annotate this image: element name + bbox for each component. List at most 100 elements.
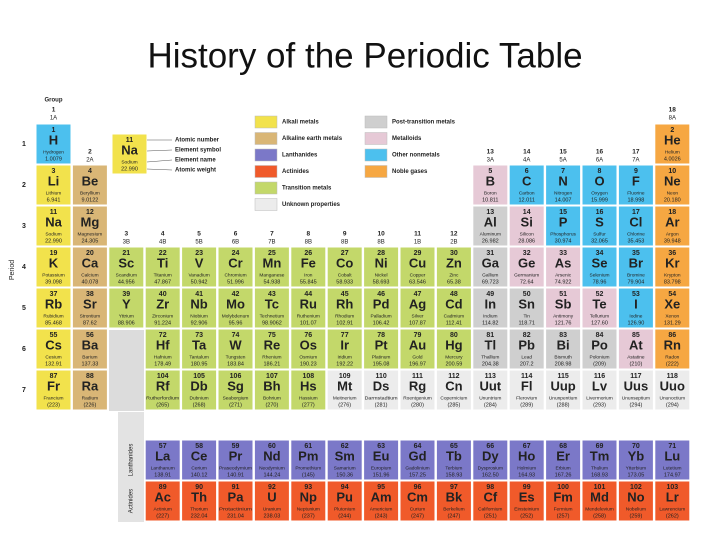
atomic-weight: (281) [375, 402, 388, 408]
atomic-weight: (271) [229, 402, 242, 408]
element-name: Magnesium [78, 231, 103, 237]
element-symbol: Ir [340, 337, 349, 352]
element-cell [108, 246, 145, 288]
element-cell [326, 480, 363, 522]
element-cell [508, 480, 545, 522]
element-symbol: Uut [479, 378, 501, 393]
atomic-weight: 39.948 [664, 238, 681, 244]
group-subtitle: 8B [341, 240, 348, 246]
period-label: Period [9, 260, 16, 280]
element-symbol: Te [592, 296, 606, 311]
element-name: Helium [665, 149, 680, 155]
element-cell [290, 246, 327, 288]
group-subtitle: 8B [377, 240, 384, 246]
element-symbol: Rh [336, 296, 353, 311]
atomic-number: 37 [50, 291, 58, 298]
atomic-number: 77 [341, 332, 349, 339]
element-cell [581, 287, 618, 329]
element-symbol: Al [484, 214, 497, 229]
element-name: Gold [412, 354, 422, 360]
element-symbol: He [664, 132, 681, 147]
element-cell [144, 480, 181, 522]
element-cell [363, 328, 400, 370]
group-subtitle: 6A [596, 158, 603, 164]
atomic-weight: 208.98 [555, 361, 572, 367]
element-name: Tin [523, 313, 530, 319]
atomic-weight: 173.05 [627, 472, 644, 478]
element-symbol: Lv [592, 378, 608, 393]
element-name: Molybdenum [222, 313, 249, 319]
atomic-number: 44 [304, 291, 312, 298]
element-cell [581, 164, 618, 206]
atomic-number: 102 [630, 484, 642, 491]
element-cell [326, 287, 363, 329]
element-name: Tantalum [189, 354, 208, 360]
element-cell [181, 369, 218, 411]
element-name: Flerovium [516, 395, 537, 401]
atomic-weight: 150.36 [336, 472, 353, 478]
atomic-number: 3 [52, 168, 56, 175]
element-symbol: Pb [518, 337, 535, 352]
element-name: Polonium [590, 354, 610, 360]
element-cell [654, 328, 691, 370]
element-name: Fermium [554, 506, 573, 512]
atomic-weight: 4.0026 [664, 156, 681, 162]
atomic-weight: 107.87 [409, 320, 426, 326]
element-symbol: Tl [485, 337, 497, 352]
atomic-weight: (270) [265, 402, 278, 408]
atomic-number: 86 [668, 332, 676, 339]
element-cell [545, 480, 582, 522]
element-symbol: Ac [154, 489, 171, 504]
atomic-weight: 192.22 [336, 361, 353, 367]
element-name: Titanium [154, 272, 172, 278]
element-cell [435, 439, 472, 481]
atomic-weight: 164.93 [518, 472, 535, 478]
element-symbol: Tm [590, 448, 610, 463]
atomic-weight: (277) [302, 402, 315, 408]
element-name: Lithium [46, 190, 61, 196]
element-name: Iodine [629, 313, 642, 319]
atomic-weight: 6.941 [47, 197, 61, 203]
element-cell [71, 205, 108, 247]
element-name: Europium [371, 465, 392, 471]
element-cell [35, 164, 72, 206]
group-number: 7 [270, 231, 274, 238]
element-symbol: Re [264, 337, 281, 352]
element-symbol: Rb [45, 296, 62, 311]
atomic-number: 84 [596, 332, 604, 339]
atomic-weight: 138.91 [154, 472, 171, 478]
atomic-number: 111 [412, 373, 423, 380]
element-symbol: Cm [407, 489, 428, 504]
atomic-number: 36 [668, 250, 676, 257]
atomic-number: 104 [157, 373, 169, 380]
element-name: Bromine [627, 272, 645, 278]
atomic-number: 93 [304, 484, 312, 491]
element-name: Carbon [519, 190, 535, 196]
element-cell [472, 480, 509, 522]
atomic-weight: 87.62 [83, 320, 97, 326]
element-symbol: Th [191, 489, 207, 504]
element-name: Fluorine [627, 190, 645, 196]
legend-swatch [254, 132, 278, 145]
atomic-weight: 18.998 [627, 197, 644, 203]
atomic-number: 103 [666, 484, 678, 491]
atomic-weight: (222) [666, 361, 679, 367]
element-symbol: Pa [228, 489, 245, 504]
atomic-weight: 26.982 [482, 238, 499, 244]
atomic-weight: 15.999 [591, 197, 608, 203]
atomic-weight: (145) [302, 472, 315, 478]
atomic-number: 65 [450, 443, 458, 450]
element-cell [326, 328, 363, 370]
atomic-number: 27 [341, 250, 349, 257]
element-symbol: Pm [298, 448, 318, 463]
group-subtitle: 8A [669, 116, 676, 122]
atomic-weight: 24.305 [81, 238, 98, 244]
slide-title: History of the Periodic Table [147, 36, 582, 75]
element-symbol: Na [121, 142, 138, 157]
atomic-number: 95 [377, 484, 385, 491]
atomic-number: 70 [632, 443, 640, 450]
atomic-weight: (280) [411, 402, 424, 408]
element-name: Ununseptium [622, 395, 650, 401]
element-name: Cobalt [338, 272, 353, 278]
legend-label: Unknown properties [282, 202, 341, 208]
